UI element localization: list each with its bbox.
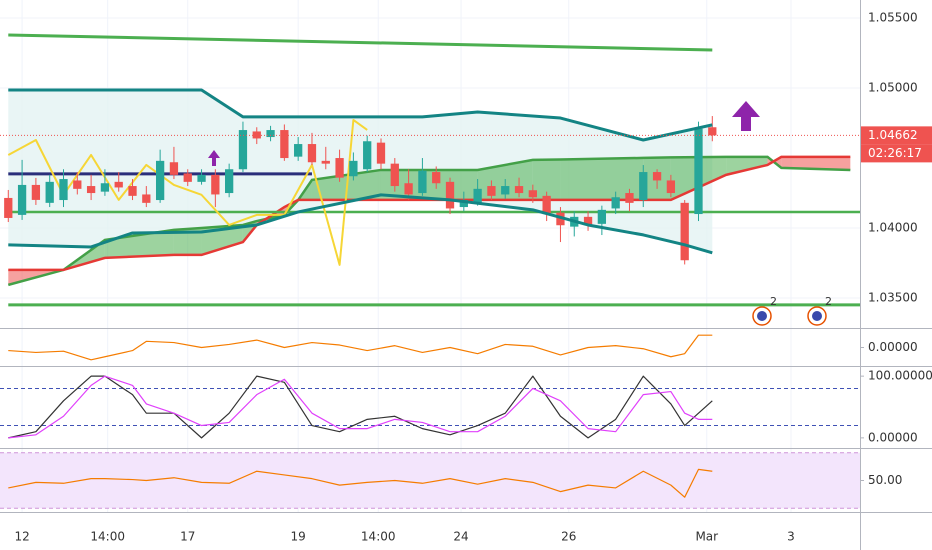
candle-body [432,172,441,184]
candle-body [155,160,165,201]
y-tick-label: 1.05000 [868,81,918,95]
candle-body [169,162,179,175]
candle-body [73,180,82,189]
candle-body [100,183,110,192]
x-tick-label: 24 [453,530,468,544]
x-tick-label: 17 [180,530,195,544]
indicator-line [8,468,713,498]
cloud-fill [201,224,243,255]
cloud-fill [104,229,174,258]
candle-body [597,209,607,224]
candle-body [349,160,358,177]
x-tick-label: 14:00 [361,530,396,544]
candle-body [17,184,27,215]
candle-body [183,173,192,182]
candle-body [363,141,372,170]
candle-body [680,202,689,261]
candle-body [335,158,344,178]
candle-body [445,181,455,209]
candle-body [542,195,551,215]
candle-body [418,170,427,194]
cloud-fill [560,157,644,200]
candle-body [225,169,234,194]
x-tick-label: 19 [291,530,306,544]
indicator-line [8,375,713,439]
candle-body [211,174,220,195]
candle-body [487,186,496,196]
candle-body [197,174,206,182]
y-tick-label: 1.05500 [868,11,918,25]
candle-body [514,186,524,194]
countdown-box [861,144,932,163]
cloud-fill [781,156,851,170]
candle-body [404,183,413,195]
candle-body [280,130,289,159]
cloud-fill [532,159,561,200]
indicator-line [8,193,713,255]
indicator-line [8,334,713,361]
y-tick-label: 1.04000 [868,221,918,235]
countdown-label: 02:26:17 [868,146,922,160]
event-dot [812,311,822,321]
x-tick-label: 3 [787,530,795,544]
y-tick-label: 50.00 [868,473,902,487]
y-tick-label: 1.03500 [868,291,918,305]
candle-body [128,186,137,196]
cloud-line [7,155,851,287]
candle-body [639,172,648,201]
candle-body [376,142,386,164]
event-dot [757,311,767,321]
candle-body [459,200,468,208]
indicator-line [8,375,713,439]
candle-body [86,186,96,194]
candle-body [31,184,41,200]
signal-arrow [732,101,760,131]
x-tick-label: 26 [561,530,576,544]
last-price-label: 1.04662 [868,128,918,142]
cloud-fill [726,156,768,175]
y-tick-label: 0.00000 [868,430,918,444]
band-fill [0,452,860,509]
event-count: 2 [825,295,832,308]
y-tick-label: 0.00000 [868,340,918,354]
candle-body [307,144,317,163]
event-count: 2 [770,295,777,308]
candle-body [666,180,676,194]
candle-body [501,186,510,195]
event-icon: 2 [807,295,832,326]
candle-body [238,130,248,170]
last-price-box [861,126,932,145]
indicator-line [7,118,368,266]
candle-body [142,194,151,203]
candle-body [583,216,593,226]
x-tick-label: 14:00 [90,530,125,544]
candle-body [321,160,330,164]
candle-body [473,188,482,203]
candle-body [652,172,662,181]
candle-body [528,190,537,198]
cloud-fill [173,228,202,255]
candle-body [390,163,399,187]
candle-body [252,131,261,139]
candle-body [694,128,703,215]
event-icon: 2 [752,295,777,326]
x-tick-label: 12 [14,530,29,544]
candle-body [611,197,620,209]
candle-body [45,181,54,203]
indicator-line [8,88,713,142]
candle-body [625,193,634,203]
x-tick-label: Mar [695,530,718,544]
signal-arrow [208,150,220,166]
candle-body [266,130,275,138]
candle-body [4,197,13,218]
indicator-line [8,33,713,52]
candle-body [708,127,717,136]
candle-body [114,181,123,188]
candle-body [294,144,303,157]
candle-body [59,179,68,201]
y-tick-label: 100.00000 [868,369,932,383]
